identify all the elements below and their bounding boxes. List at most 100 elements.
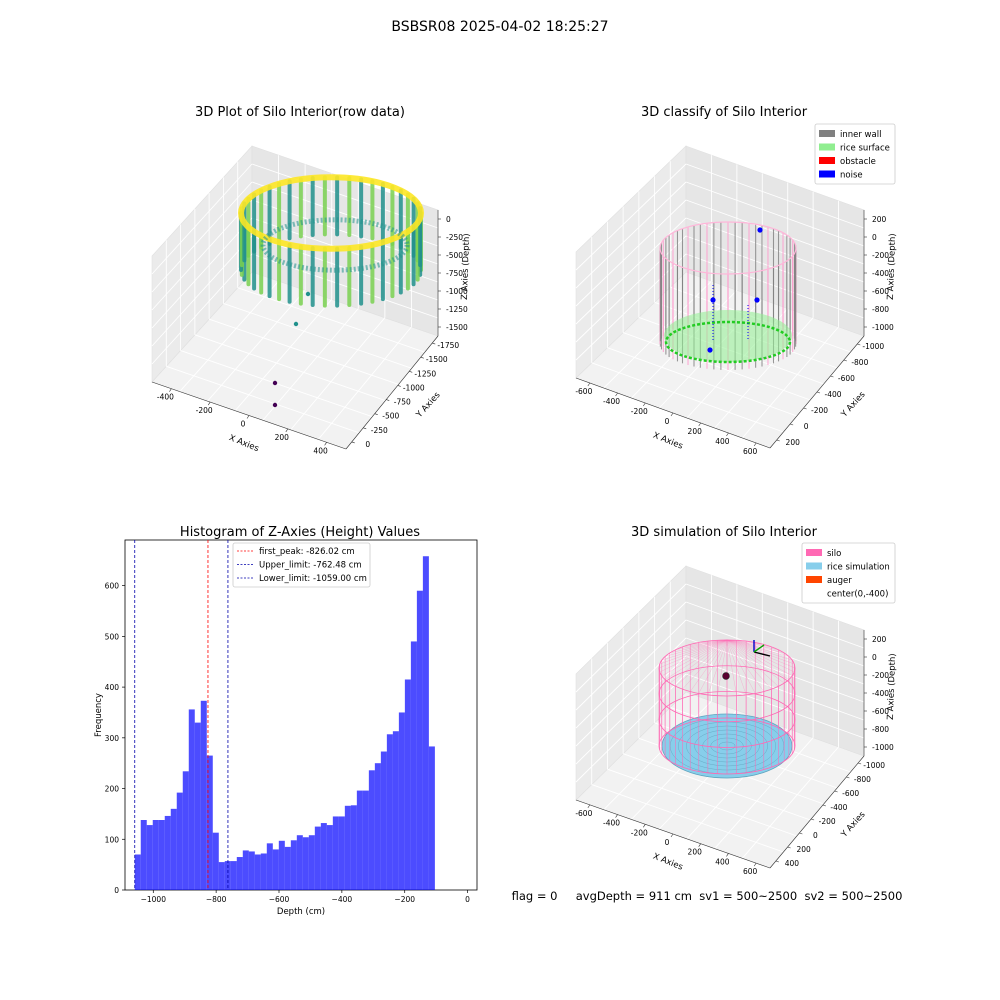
x-tick-label: 0 [241, 420, 246, 429]
silo-roof-wire [726, 639, 795, 673]
histogram-bar [170, 808, 177, 890]
y-tick [799, 832, 803, 835]
x-tick [324, 442, 327, 446]
outlier-point [272, 402, 278, 408]
legend-swatch [819, 130, 835, 137]
z-tick-label: 0 [872, 653, 877, 662]
x-tick [285, 428, 289, 433]
histogram-bar [308, 835, 315, 890]
histogram-bar [290, 840, 297, 890]
legend-histogram: first_peak: -826.02 cm Upper_limit: -762.… [232, 542, 371, 588]
histogram-bar [146, 825, 153, 890]
grid-line [151, 253, 253, 365]
x-axis-label: X Axies [227, 433, 260, 454]
y-tick-label: -800 [854, 775, 871, 784]
grid-line [741, 326, 839, 439]
x-tick [753, 442, 757, 447]
y-tick-label: 400 [105, 683, 120, 692]
legend-swatch [819, 157, 835, 164]
silo-roof-wire [726, 639, 795, 665]
panel-3d-simulation: -600-400-20002004006004002000-200-400-60… [575, 565, 898, 876]
x-tick [698, 843, 701, 847]
x-tick [643, 824, 646, 828]
grid-line [166, 365, 360, 434]
x-tick [670, 833, 674, 838]
y-axis-line [345, 335, 439, 450]
histogram-bar [212, 832, 219, 890]
y-tick-label: 100 [105, 835, 120, 844]
grid-line [685, 583, 865, 649]
y-tick [776, 439, 780, 442]
silo-ring [658, 639, 796, 697]
grid-line [575, 673, 687, 783]
data-point-rim [238, 174, 424, 252]
silo-roof-wire [726, 639, 756, 694]
y-axis-label: Frequency [94, 693, 104, 737]
silo-roof-wire [675, 639, 728, 687]
grid-line [151, 217, 253, 329]
legend-label: Upper_limit: -762.48 cm [259, 561, 362, 571]
y-tick-label: -600 [842, 789, 859, 798]
histogram-bar [254, 854, 261, 890]
y-tick [363, 427, 367, 430]
grid-line [685, 163, 865, 229]
x-tick-label: −400 [332, 895, 353, 904]
x-axis-label: X Axies [651, 852, 684, 873]
legend-label: inner wall [840, 130, 881, 140]
histogram-bar [386, 734, 393, 890]
legend-label: obstacle [840, 157, 876, 167]
grid-line [685, 673, 865, 739]
histogram-bar [248, 851, 255, 890]
grid-line [207, 289, 306, 402]
z-tick-label: -600 [872, 287, 889, 296]
histogram-bar [272, 849, 279, 890]
grid-line [575, 601, 687, 711]
y-tick [803, 407, 807, 410]
histogram-bar [200, 700, 207, 890]
z-tick-label: 200 [872, 215, 887, 224]
y-tick [432, 342, 436, 345]
rice-surface-point [664, 310, 792, 362]
y-axis-label: Y Axies [414, 390, 443, 421]
legend-label: auger [827, 576, 852, 586]
y-tick [830, 375, 834, 378]
grid-line [741, 746, 839, 859]
grid-line [685, 235, 865, 301]
z-tick-label: -800 [872, 305, 889, 314]
y-tick-label: -400 [824, 390, 841, 399]
x-tick [169, 388, 172, 392]
histogram-bar [152, 820, 159, 890]
silo-roof-wire [658, 639, 728, 669]
y-tick-label: 0 [365, 440, 370, 449]
x-tick-label: -200 [196, 406, 213, 415]
x-tick [587, 804, 591, 809]
legend-label: first_peak: -826.02 cm [259, 547, 355, 557]
y-tick-label: 200 [105, 785, 120, 794]
x-tick-label: -200 [631, 828, 648, 837]
z-tick-label: -750 [446, 269, 463, 278]
y-axis-line [769, 755, 865, 869]
y-tick-label: 400 [785, 859, 800, 868]
silo-roof-wire [675, 639, 728, 650]
legend-swatch [819, 170, 835, 178]
histogram-bar [392, 731, 399, 890]
histogram-bar [332, 816, 339, 890]
x-tick-label: -400 [603, 819, 620, 828]
z-tick-label: 200 [872, 635, 887, 644]
legend-label: center(0,-400) [827, 590, 888, 600]
y-tick-label: 0 [813, 831, 818, 840]
histogram-bar [422, 556, 429, 890]
x-tick [615, 392, 618, 397]
grid-line [575, 619, 687, 729]
grid-line [262, 308, 359, 421]
y-tick [386, 399, 390, 401]
silo-roof-wire [726, 639, 793, 661]
y-tick [811, 818, 815, 821]
legend-label: noise [840, 171, 863, 181]
grid-line [685, 199, 865, 265]
x-tick [726, 432, 729, 437]
silo-roof-wire [726, 639, 737, 696]
y-tick-label: -1250 [414, 369, 436, 378]
z-tick-label: 0 [872, 233, 877, 242]
z-axis-label: Z Axies (Depth) [460, 233, 472, 300]
